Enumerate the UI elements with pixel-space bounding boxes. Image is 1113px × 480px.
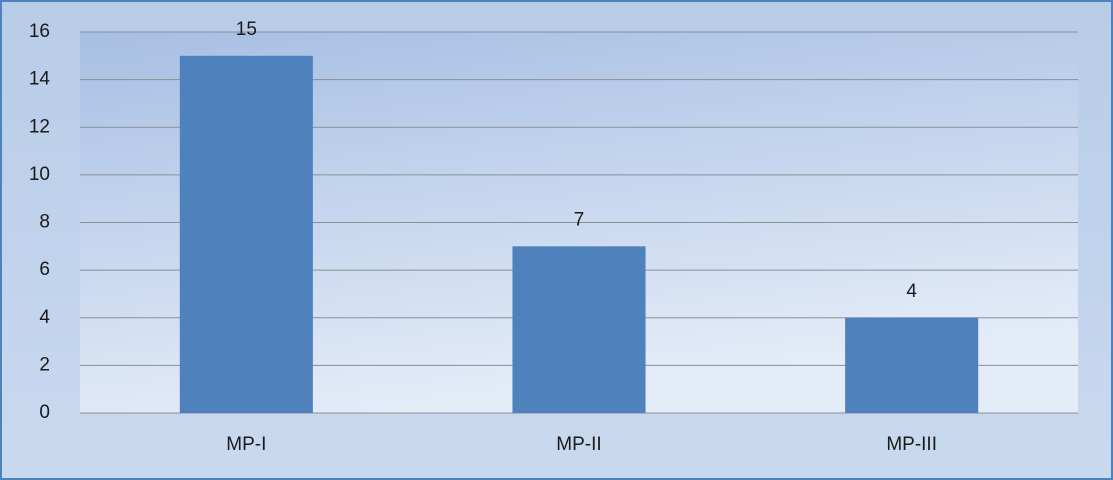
y-tick-label: 8 [39, 212, 50, 233]
bar [179, 55, 313, 413]
y-tick-label: 16 [29, 21, 50, 42]
x-tick-label: MP-III [886, 434, 937, 455]
y-tick-label: 10 [29, 164, 50, 185]
y-tick-label: 12 [29, 116, 50, 137]
y-tick-label: 14 [29, 69, 51, 90]
y-tick-label: 4 [39, 307, 50, 328]
bar [845, 317, 979, 413]
y-tick-label: 6 [39, 259, 50, 280]
data-label: 7 [574, 209, 585, 230]
bar [512, 246, 646, 413]
y-tick-label: 2 [39, 354, 50, 375]
data-label: 4 [906, 281, 917, 302]
data-label: 15 [236, 19, 257, 40]
x-tick-label: MP-II [556, 434, 601, 455]
x-tick-label: MP-I [226, 434, 266, 455]
y-tick-label: 0 [39, 402, 50, 423]
